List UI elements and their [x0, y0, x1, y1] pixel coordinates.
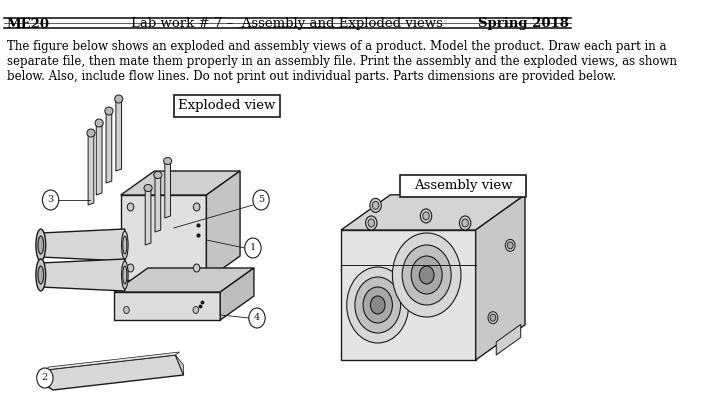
Polygon shape	[165, 161, 171, 218]
Circle shape	[366, 216, 377, 230]
Polygon shape	[155, 175, 161, 232]
Circle shape	[249, 308, 265, 328]
Ellipse shape	[105, 107, 113, 115]
Text: separate file, then mate them properly in an assembly file. Print the assembly a: separate file, then mate them properly i…	[6, 55, 677, 68]
Polygon shape	[106, 111, 112, 183]
Circle shape	[462, 219, 468, 227]
Ellipse shape	[36, 259, 46, 291]
Circle shape	[128, 203, 134, 211]
Ellipse shape	[87, 129, 95, 137]
Circle shape	[488, 312, 498, 324]
Circle shape	[245, 238, 261, 258]
Circle shape	[490, 314, 496, 321]
Text: The figure below shows an exploded and assembly views of a product. Model the pr: The figure below shows an exploded and a…	[6, 40, 666, 53]
Polygon shape	[45, 352, 180, 370]
Polygon shape	[341, 195, 525, 230]
Circle shape	[370, 296, 385, 314]
Circle shape	[420, 209, 431, 223]
Text: 5: 5	[258, 195, 264, 204]
Circle shape	[368, 219, 374, 227]
Circle shape	[193, 203, 200, 211]
Ellipse shape	[123, 266, 127, 284]
Circle shape	[42, 190, 59, 210]
Circle shape	[403, 245, 451, 305]
Polygon shape	[88, 133, 94, 205]
Text: Lab work # 7 –  Assembly and Exploded views: Lab work # 7 – Assembly and Exploded vie…	[131, 17, 443, 31]
Text: Spring 2018: Spring 2018	[478, 17, 569, 31]
Ellipse shape	[38, 266, 44, 284]
Polygon shape	[496, 324, 521, 355]
Ellipse shape	[38, 236, 44, 254]
Circle shape	[460, 216, 471, 230]
Circle shape	[37, 368, 53, 388]
Polygon shape	[45, 355, 183, 390]
Ellipse shape	[36, 229, 46, 261]
Text: 2: 2	[42, 374, 48, 382]
Circle shape	[123, 307, 129, 314]
Circle shape	[347, 267, 409, 343]
Polygon shape	[97, 123, 102, 195]
Circle shape	[393, 233, 461, 317]
Circle shape	[128, 264, 134, 272]
Text: 4: 4	[254, 314, 260, 322]
Ellipse shape	[144, 185, 152, 191]
Bar	[173, 95, 280, 117]
Circle shape	[423, 212, 429, 220]
Circle shape	[370, 198, 381, 212]
Polygon shape	[121, 195, 207, 280]
Text: ME20: ME20	[6, 17, 49, 31]
Polygon shape	[207, 171, 240, 280]
Polygon shape	[220, 268, 254, 320]
Polygon shape	[121, 171, 240, 195]
Polygon shape	[116, 99, 121, 171]
Ellipse shape	[121, 231, 128, 259]
Text: below. Also, include flow lines. Do not print out individual parts. Parts dimens: below. Also, include flow lines. Do not …	[6, 70, 615, 83]
Ellipse shape	[164, 158, 172, 164]
Circle shape	[419, 266, 434, 284]
Ellipse shape	[115, 95, 123, 103]
Polygon shape	[41, 259, 125, 291]
Polygon shape	[114, 292, 220, 320]
Circle shape	[193, 307, 199, 314]
Circle shape	[505, 239, 515, 251]
Circle shape	[253, 190, 269, 210]
Circle shape	[193, 264, 200, 272]
Ellipse shape	[95, 119, 103, 127]
Ellipse shape	[121, 261, 128, 289]
Text: Assembly view: Assembly view	[414, 179, 513, 193]
Polygon shape	[476, 195, 525, 360]
Text: 3: 3	[47, 195, 54, 204]
Polygon shape	[341, 230, 476, 360]
Ellipse shape	[123, 236, 127, 254]
Circle shape	[508, 242, 513, 249]
Polygon shape	[145, 188, 151, 245]
Circle shape	[411, 256, 442, 294]
Polygon shape	[114, 268, 254, 292]
Text: Exploded view: Exploded view	[178, 100, 276, 112]
Text: 1: 1	[250, 243, 256, 253]
Bar	[400, 175, 526, 197]
Ellipse shape	[154, 172, 162, 179]
Circle shape	[363, 287, 393, 323]
Circle shape	[372, 202, 379, 210]
Circle shape	[355, 277, 400, 333]
Polygon shape	[41, 229, 125, 261]
Polygon shape	[176, 355, 183, 375]
